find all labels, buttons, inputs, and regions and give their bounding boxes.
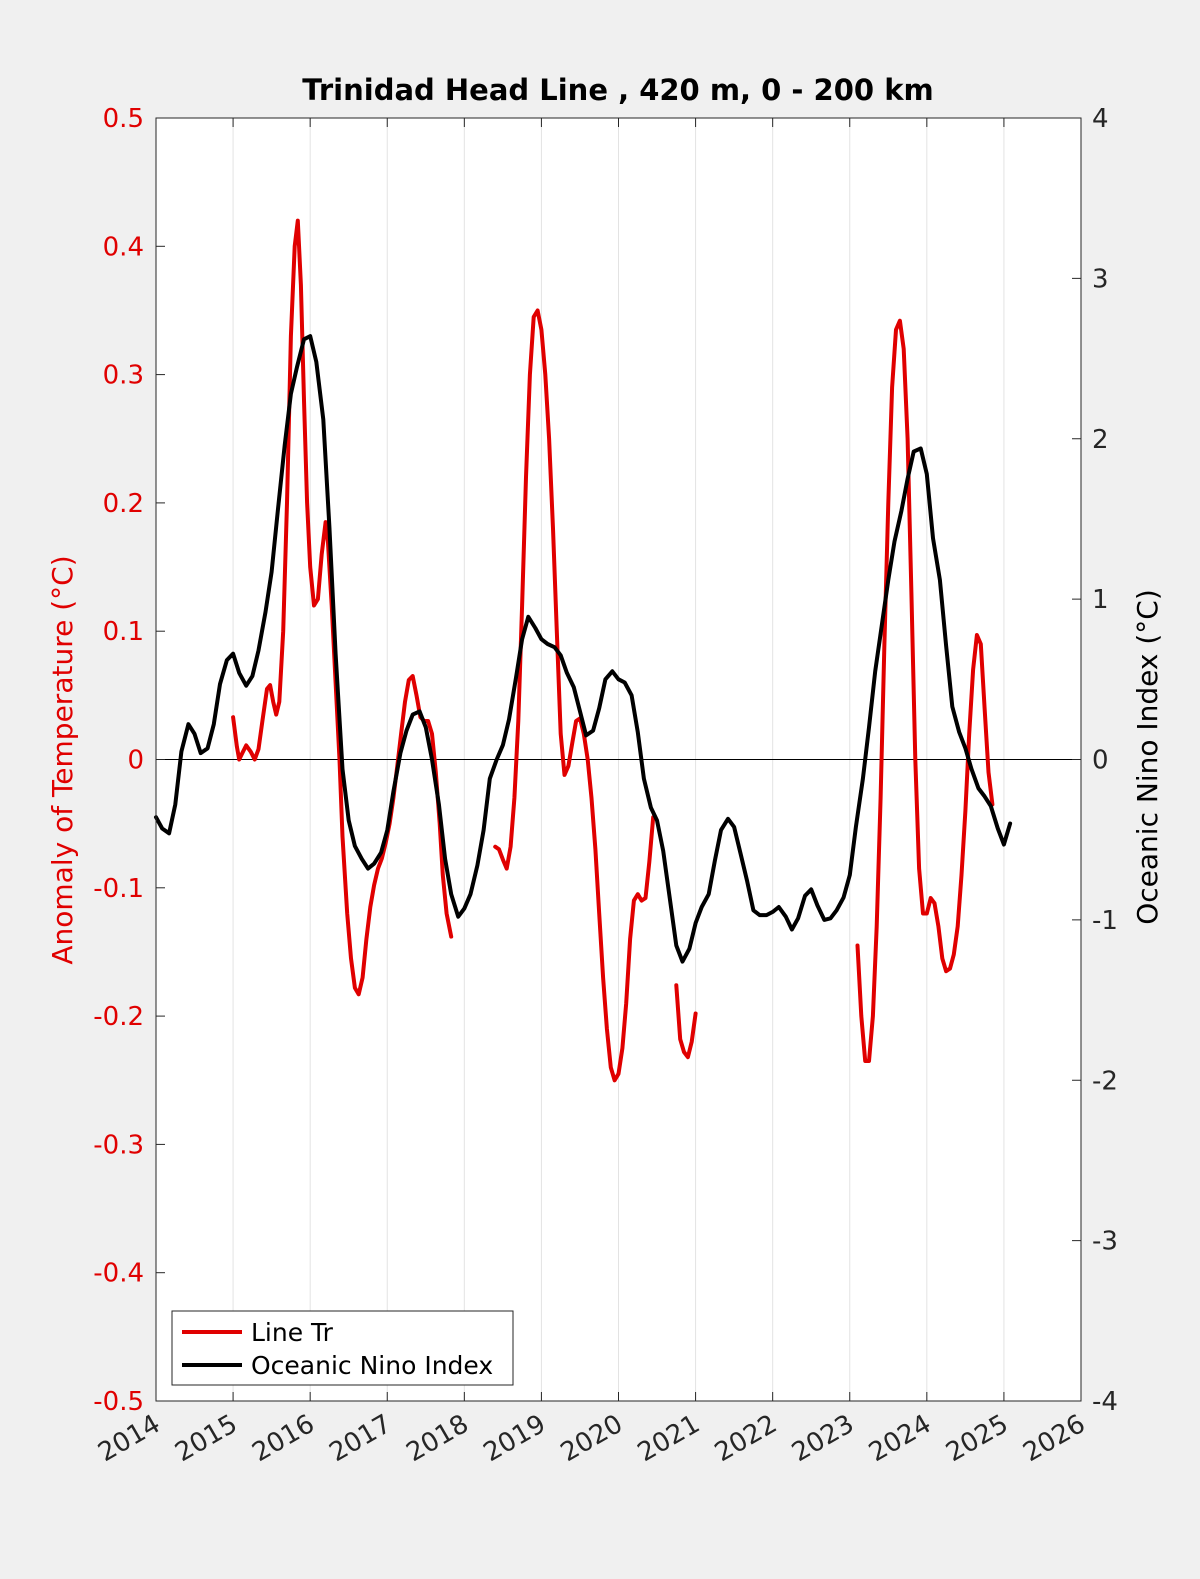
series-line-tr-segment-4 [855,318,995,1063]
legend: Line Tr Oceanic Nino Index [171,1310,514,1386]
y-right-tick-label-2: 2 [1092,425,1109,455]
y-right-tick-label-1: 1 [1092,585,1109,615]
y-left-tick-label-0.4: 0.4 [103,232,144,262]
x-tick-label-2025: 2025 [941,1409,1013,1468]
x-tick-label-2021: 2021 [633,1409,705,1468]
y-left-tick-label--0.2: -0.2 [93,1002,144,1032]
legend-box [171,1310,514,1386]
y-right-tick-label-4: 4 [1092,104,1109,134]
legend-label-oni: Oceanic Nino Index [251,1351,493,1380]
x-tick-label-2018: 2018 [402,1409,474,1468]
y-left-tick-label-0.1: 0.1 [103,617,144,647]
x-tick-label-2016: 2016 [247,1409,319,1468]
chart-title: Trinidad Head Line , 420 m, 0 - 200 km [302,73,933,107]
y-left-tick-label--0.5: -0.5 [93,1387,144,1417]
y-axis-left-label: Anomaly of Temperature (°C) [46,555,79,964]
y-right-tick-label--3: -3 [1092,1227,1118,1257]
y-right-tick-label-0: 0 [1092,746,1109,776]
y-right-tick-label--4: -4 [1092,1387,1118,1417]
x-tick-label-2024: 2024 [864,1409,936,1468]
y-left-tick-label--0.4: -0.4 [93,1259,144,1289]
x-tick-label-2020: 2020 [556,1409,628,1468]
x-tick-label-2026: 2026 [1018,1409,1090,1468]
series-layer [154,218,1013,1083]
y-right-tick-label--2: -2 [1092,1066,1118,1096]
series-line-tr-segment-3 [674,983,698,1060]
y-left-tick-label-0.2: 0.2 [103,489,144,519]
series-line-tr-segment-2 [493,308,656,1083]
x-tick-label-2023: 2023 [787,1409,859,1468]
y-left-tick-label-0: 0 [127,746,144,776]
y-left-tick-label-0.3: 0.3 [103,361,144,391]
y-left-tick-label-0.5: 0.5 [103,104,144,134]
y-right-tick-label--1: -1 [1092,906,1118,936]
x-tick-label-2019: 2019 [479,1409,551,1468]
y-axis-right-label: Oceanic Nino Index (°C) [1131,589,1164,925]
x-tick-label-2014: 2014 [93,1409,165,1468]
legend-label-line-tr: Line Tr [251,1318,334,1347]
x-tick-label-2015: 2015 [170,1409,242,1468]
y-left-tick-label--0.1: -0.1 [93,874,144,904]
series-line-tr-segment-1 [231,218,454,997]
x-tick-label-2022: 2022 [710,1409,782,1468]
series-oceanic-nino-index-line [154,334,1013,964]
y-left-tick-label--0.3: -0.3 [93,1130,144,1160]
y-right-tick-label-3: 3 [1092,264,1109,294]
x-tick-label-2017: 2017 [324,1409,396,1468]
